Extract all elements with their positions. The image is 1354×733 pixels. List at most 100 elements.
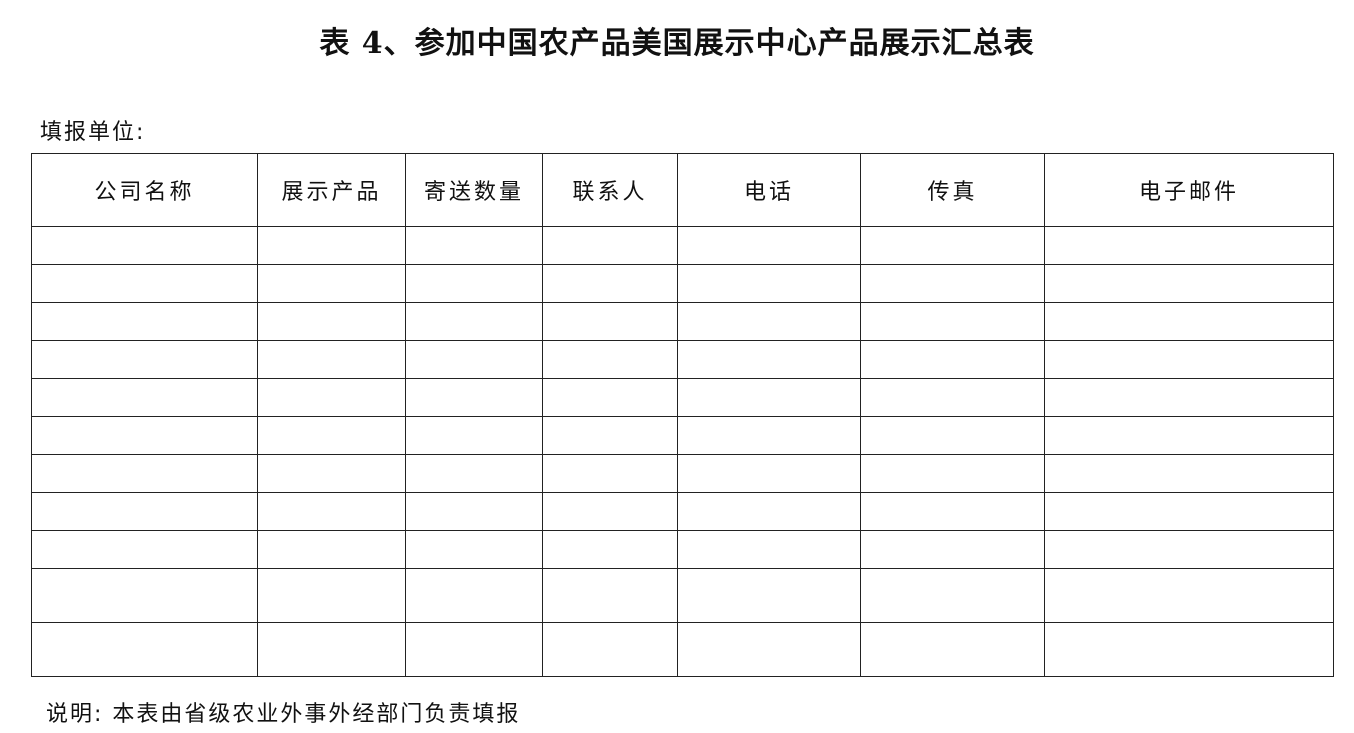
- table-cell: [405, 530, 543, 569]
- table-cell: [257, 454, 406, 493]
- table-cell: [405, 454, 543, 493]
- table-cell: [677, 340, 861, 379]
- table-cell: [860, 622, 1045, 677]
- table-cell: [677, 622, 861, 677]
- table-cell: [677, 454, 861, 493]
- table-cell: [257, 340, 406, 379]
- table-cell: [542, 378, 678, 417]
- table-cell: [257, 416, 406, 455]
- table-cell: [860, 226, 1045, 265]
- table-cell: [257, 226, 406, 265]
- table-cell: [405, 226, 543, 265]
- table-cell: [31, 568, 258, 623]
- table-cell: [677, 530, 861, 569]
- table-cell: [542, 340, 678, 379]
- table-cell: [31, 378, 258, 417]
- table-cell: [257, 302, 406, 341]
- column-header: 传真: [860, 153, 1045, 227]
- summary-table: 公司名称 展示产品 寄送数量 联系人 电话 传真 电子邮件: [31, 153, 1334, 677]
- table-cell: [1044, 378, 1334, 417]
- table-row: [31, 454, 1334, 493]
- table-cell: [677, 378, 861, 417]
- table-cell: [31, 622, 258, 677]
- table-cell: [257, 378, 406, 417]
- table-cell: [405, 264, 543, 303]
- table-cell: [1044, 568, 1334, 623]
- table-cell: [405, 568, 543, 623]
- table-cell: [405, 378, 543, 417]
- table-row: [31, 340, 1334, 379]
- page-title: 表 4、参加中国农产品美国展示中心产品展示汇总表: [319, 26, 1035, 61]
- table-cell: [1044, 530, 1334, 569]
- column-header: 展示产品: [257, 153, 406, 227]
- table-cell: [677, 492, 861, 531]
- table-cell: [1044, 264, 1334, 303]
- table-cell: [405, 416, 543, 455]
- table-cell: [257, 264, 406, 303]
- table-cell: [860, 340, 1045, 379]
- table-cell: [31, 302, 258, 341]
- table-cell: [405, 340, 543, 379]
- table-cell: [1044, 226, 1334, 265]
- table-cell: [677, 226, 861, 265]
- table-cell: [677, 568, 861, 623]
- table-cell: [860, 454, 1045, 493]
- table-cell: [405, 492, 543, 531]
- table-row: [31, 622, 1334, 677]
- table-cell: [542, 492, 678, 531]
- table-cell: [1044, 416, 1334, 455]
- table-cell: [1044, 454, 1334, 493]
- table-cell: [542, 226, 678, 265]
- column-header: 电子邮件: [1044, 153, 1334, 227]
- table-cell: [1044, 622, 1334, 677]
- table-cell: [1044, 492, 1334, 531]
- table-cell: [542, 622, 678, 677]
- table-cell: [31, 454, 258, 493]
- table-cell: [1044, 340, 1334, 379]
- table-row: [31, 302, 1334, 341]
- table-row: [31, 568, 1334, 623]
- table-cell: [677, 416, 861, 455]
- table-cell: [31, 226, 258, 265]
- table-cell: [860, 568, 1045, 623]
- table-cell: [542, 264, 678, 303]
- table-cell: [31, 264, 258, 303]
- table-cell: [860, 378, 1045, 417]
- table-row: [31, 226, 1334, 265]
- column-header: 联系人: [542, 153, 678, 227]
- table-row: [31, 492, 1334, 531]
- table-cell: [31, 492, 258, 531]
- table-cell: [257, 492, 406, 531]
- table-cell: [31, 416, 258, 455]
- table-cell: [31, 340, 258, 379]
- table-cell: [860, 264, 1045, 303]
- table-row: [31, 416, 1334, 455]
- table-cell: [542, 530, 678, 569]
- table-cell: [542, 454, 678, 493]
- table-row: [31, 378, 1334, 417]
- table-cell: [257, 568, 406, 623]
- table-row: [31, 264, 1334, 303]
- table-cell: [860, 302, 1045, 341]
- table-cell: [1044, 302, 1334, 341]
- table-cell: [542, 568, 678, 623]
- table-cell: [677, 264, 861, 303]
- table-cell: [860, 530, 1045, 569]
- table-cell: [860, 492, 1045, 531]
- table-cell: [677, 302, 861, 341]
- footnote: 说明: 本表由省级农业外事外经部门负责填报: [46, 702, 521, 727]
- reporting-unit-label: 填报单位:: [40, 120, 146, 145]
- table-header-row: 公司名称 展示产品 寄送数量 联系人 电话 传真 电子邮件: [31, 153, 1334, 227]
- table-cell: [542, 302, 678, 341]
- table-cell: [542, 416, 678, 455]
- table-cell: [257, 622, 406, 677]
- column-header: 寄送数量: [405, 153, 543, 227]
- table-cell: [405, 302, 543, 341]
- table-cell: [860, 416, 1045, 455]
- table-cell: [257, 530, 406, 569]
- table-cell: [405, 622, 543, 677]
- table-cell: [31, 530, 258, 569]
- table-row: [31, 530, 1334, 569]
- column-header: 公司名称: [31, 153, 258, 227]
- column-header: 电话: [677, 153, 861, 227]
